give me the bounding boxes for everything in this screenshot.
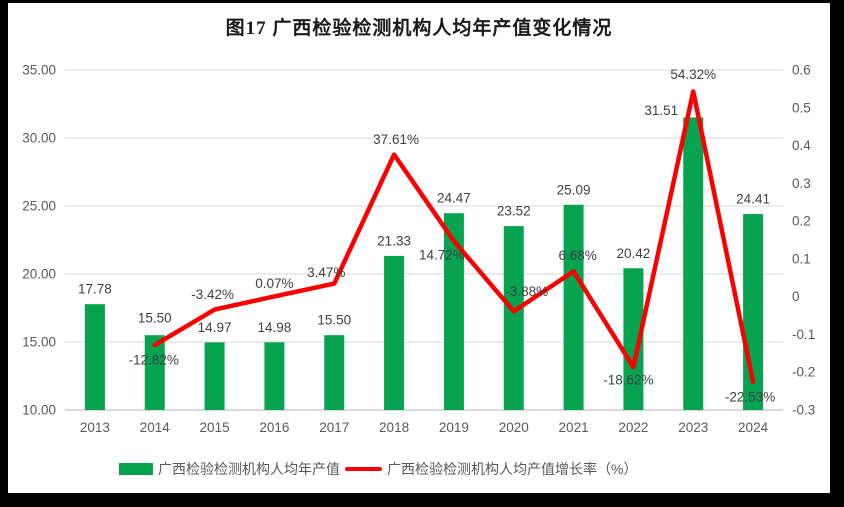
x-axis-label: 2016: [259, 420, 289, 435]
right-axis-tick: 0.4: [792, 138, 811, 153]
bar-2020: [503, 226, 524, 410]
right-axis-tick: 0.3: [792, 176, 811, 191]
right-axis-tick: 0.1: [792, 251, 811, 266]
bar-label-2020: 23.52: [497, 204, 531, 219]
x-axis-label: 2024: [738, 420, 769, 435]
bar-label-2024: 24.41: [736, 192, 770, 207]
bar-label-2015: 14.97: [198, 320, 232, 335]
bar-2018: [384, 255, 405, 410]
x-axis-label: 2019: [439, 420, 469, 435]
x-axis-label: 2018: [379, 420, 409, 435]
chart-svg: 35.00 30.00 25.00 20.00 15.00 10.00 0.6 0.5 0.4 0…: [22, 63, 815, 436]
x-axis-label: 2015: [200, 420, 230, 435]
line-label-2020: -3.88%: [505, 284, 548, 299]
right-axis-tick: -0.3: [792, 403, 815, 418]
bar-2016: [264, 342, 285, 410]
left-axis-tick: 15.00: [22, 335, 56, 350]
bar-label-2014: 15.50: [138, 311, 172, 326]
x-axis-label: 2022: [618, 420, 648, 435]
bar-label-2023: 31.51: [644, 103, 678, 118]
bar-series-swatch: [119, 463, 153, 475]
x-axis-label: 2023: [678, 420, 708, 435]
line-label-2023: 54.32%: [670, 67, 716, 82]
line-series-label: 广西检验检测机构人均产值增长率（%）: [387, 461, 638, 477]
line-label-2021: 6.68%: [558, 248, 596, 263]
bar-2022: [623, 268, 644, 410]
left-axis-tick: 30.00: [22, 131, 56, 146]
bar-label-2017: 15.50: [317, 313, 351, 328]
right-axis-tick: 0.2: [792, 214, 811, 229]
line-label-2016: 0.07%: [255, 276, 293, 291]
bar-label-2018: 21.33: [377, 233, 411, 248]
right-axis-tick: -0.1: [792, 327, 815, 342]
left-axis-tick: 35.00: [22, 63, 56, 78]
bar-label-2019: 24.47: [437, 191, 471, 206]
x-axis-label: 2020: [499, 420, 529, 435]
right-axis-tick: -0.2: [792, 365, 815, 380]
line-series-swatch: [345, 466, 382, 472]
bar-2014: [144, 335, 165, 410]
x-axis-label: 2014: [140, 420, 171, 435]
right-axis-tick: 0.6: [792, 63, 811, 78]
bar-2013: [84, 304, 105, 410]
bar-label-2016: 14.98: [258, 320, 292, 335]
x-axis-label: 2013: [80, 420, 110, 435]
legend-item-bar-series: 广西检验检测机构人均年产值: [119, 459, 340, 479]
right-axis-tick: 0.5: [792, 100, 811, 115]
bar-label-2021: 25.09: [557, 182, 591, 197]
line-label-2017: 3.47%: [307, 265, 345, 280]
right-axis-tick: 0: [792, 289, 800, 304]
bar-2023: [683, 117, 704, 411]
bar-2019: [443, 213, 464, 410]
line-label-2024: -22.53%: [725, 389, 775, 404]
bar-2015: [204, 342, 225, 410]
line-label-2014: -12.82%: [129, 353, 179, 368]
line-label-2018: 37.61%: [373, 132, 419, 147]
growth-rate-line: [152, 89, 756, 385]
left-axis-tick: 25.00: [22, 199, 56, 214]
legend: 广西检验检测机构人均年产值 广西检验检测机构人均产值增长率（%）: [119, 460, 637, 478]
line-label-2019: 14.72%: [419, 248, 465, 263]
bar-label-2013: 17.78: [78, 282, 112, 297]
left-axis-tick: 20.00: [22, 267, 56, 282]
bar-series-label: 广西检验检测机构人均年产值: [158, 461, 340, 477]
chart-title: 图17 广西检验检测机构人均年产值变化情况: [225, 18, 613, 39]
left-axis-tick: 10.00: [22, 403, 56, 418]
x-axis-label: 2017: [319, 420, 349, 435]
line-label-2015: -3.42%: [191, 287, 234, 302]
legend-item-line-series: 广西检验检测机构人均产值增长率（%）: [345, 459, 637, 479]
bar-2021: [563, 204, 584, 410]
bar-2017: [324, 335, 345, 410]
bar-label-2022: 20.42: [617, 246, 651, 261]
line-label-2022: -18.62%: [603, 373, 653, 388]
chart-panel: 图17 广西检验检测机构人均年产值变化情况 35.00 30.00 25.00 20.…: [8, 3, 830, 493]
x-axis-label: 2021: [559, 420, 589, 435]
